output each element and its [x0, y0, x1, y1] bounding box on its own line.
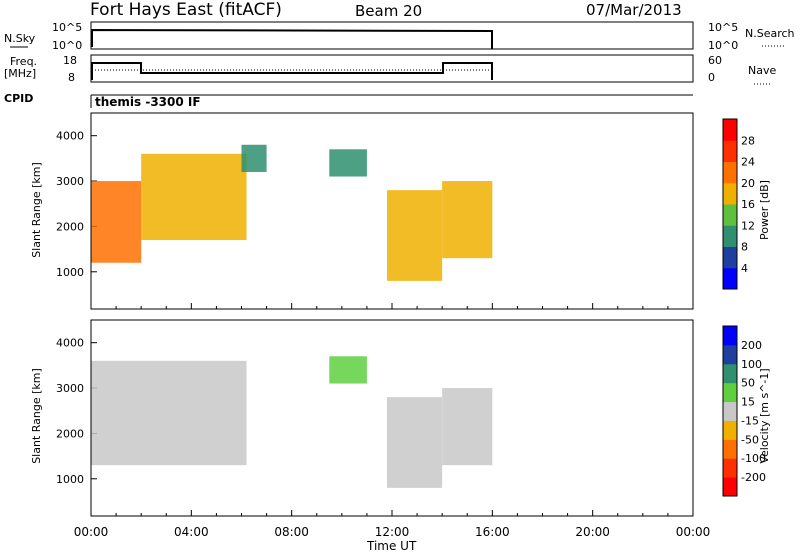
colorbar-tick-label: 4 [741, 262, 748, 275]
freq-tick-bot: 8 [68, 71, 75, 84]
colorbar-swatch [723, 161, 737, 184]
colorbar-tick-label: -100 [741, 452, 766, 465]
colorbar-tick-label: 200 [741, 339, 762, 352]
y-tick-label: 1000 [56, 473, 84, 486]
nave-label: Nave [748, 64, 776, 77]
colorbar-frame [722, 325, 738, 497]
x-axis-label: Time UT [366, 539, 417, 553]
colorbar-tick-label: 15 [741, 396, 755, 409]
range-cell [442, 181, 493, 259]
colorbar-swatch [723, 477, 737, 497]
colorbar-tick-label: 12 [741, 219, 755, 232]
range-cell [91, 181, 142, 263]
colorbar-tick-label: 20 [741, 177, 755, 190]
colorbar-swatch [723, 225, 737, 247]
colorbar-swatch [723, 246, 737, 269]
y-tick-label: 1000 [56, 266, 84, 279]
colorbar-swatch [723, 363, 737, 384]
colorbar-swatch [723, 267, 737, 290]
y-tick-label: 2000 [56, 220, 84, 233]
colorbar-tick-label: 28 [741, 134, 755, 147]
colorbar-swatch [723, 420, 737, 440]
colorbar-swatch [723, 344, 737, 365]
colorbar-tick-label: 16 [741, 198, 755, 211]
colorbar-swatch [723, 382, 737, 403]
velocity-ylabel: Slant Range [km] [30, 368, 43, 464]
station-title: Fort Hays East (fitACF) [90, 0, 282, 20]
colorbar-swatch [723, 439, 737, 459]
freq-tick-top: 18 [63, 54, 77, 67]
nsky-tick-top: 10^5 [52, 21, 82, 34]
colorbar-tick-label: -50 [741, 433, 759, 446]
colorbar-tick-label: -200 [741, 471, 766, 484]
colorbar-swatch [723, 119, 737, 141]
colorbar-swatch [723, 401, 737, 421]
colorbar-swatch [723, 458, 737, 478]
x-tick-label: 12:00 [375, 525, 410, 539]
nsearch-tick-bot: 10^0 [708, 39, 738, 52]
range-cell [329, 356, 367, 384]
power-colorbar-label: Power [dB] [758, 180, 771, 240]
colorbar-tick-label: -15 [741, 414, 759, 427]
velocity-panel [90, 319, 694, 517]
power-ylabel: Slant Range [km] [30, 162, 43, 258]
colorbar-frame [722, 118, 738, 290]
velocity-colorbar-label: Velocity [m s^-1] [758, 368, 771, 463]
colorbar-swatch [723, 140, 737, 162]
x-tick-label: 16:00 [475, 525, 510, 539]
colorbar-tick-label: 100 [741, 358, 762, 371]
x-tick-label: 08:00 [274, 525, 309, 539]
nave-tick-bot: 0 [708, 71, 715, 84]
colorbar-tick-label: 24 [741, 156, 755, 169]
nsky-tick-bot: 10^0 [52, 39, 82, 52]
nsky-series-line [91, 28, 493, 49]
colorbar-tick-label: 50 [741, 377, 755, 390]
nsky-label: N.Sky [4, 32, 36, 45]
range-cell [329, 149, 367, 177]
x-tick-label: 00:00 [676, 525, 711, 539]
freq-panel [90, 54, 694, 83]
y-tick-label: 2000 [56, 427, 84, 440]
range-cell [442, 388, 493, 466]
nave-tick-top: 60 [708, 54, 722, 67]
colorbar-tick-label: 8 [741, 241, 748, 254]
y-tick-label: 4000 [56, 337, 84, 350]
y-tick-label: 3000 [56, 175, 84, 188]
nsearch-label: N.Search [745, 27, 795, 40]
power-panel [90, 112, 694, 310]
x-tick-label: 00:00 [74, 525, 109, 539]
nsearch-tick-top: 10^5 [708, 21, 738, 34]
cpid-label: CPID [4, 92, 33, 105]
y-tick-label: 4000 [56, 130, 84, 143]
mhz-label: [MHz] [4, 67, 36, 80]
range-cell [386, 190, 443, 281]
nsky-panel [90, 21, 694, 50]
y-tick-label: 3000 [56, 382, 84, 395]
colorbar-swatch [723, 182, 737, 205]
range-cell [241, 144, 267, 172]
freq-series-line [91, 62, 493, 80]
range-cell [91, 360, 247, 466]
range-cell [141, 153, 247, 241]
cpid-value: themis -3300 IF [95, 95, 201, 109]
freq-label: Freq. [10, 55, 37, 68]
colorbar-swatch [723, 204, 737, 226]
range-cell [386, 397, 443, 488]
x-tick-label: 04:00 [174, 525, 209, 539]
date-title: 07/Mar/2013 [586, 1, 682, 19]
colorbar-swatch [723, 326, 737, 346]
x-tick-label: 20:00 [575, 525, 610, 539]
beam-title: Beam 20 [355, 2, 422, 20]
